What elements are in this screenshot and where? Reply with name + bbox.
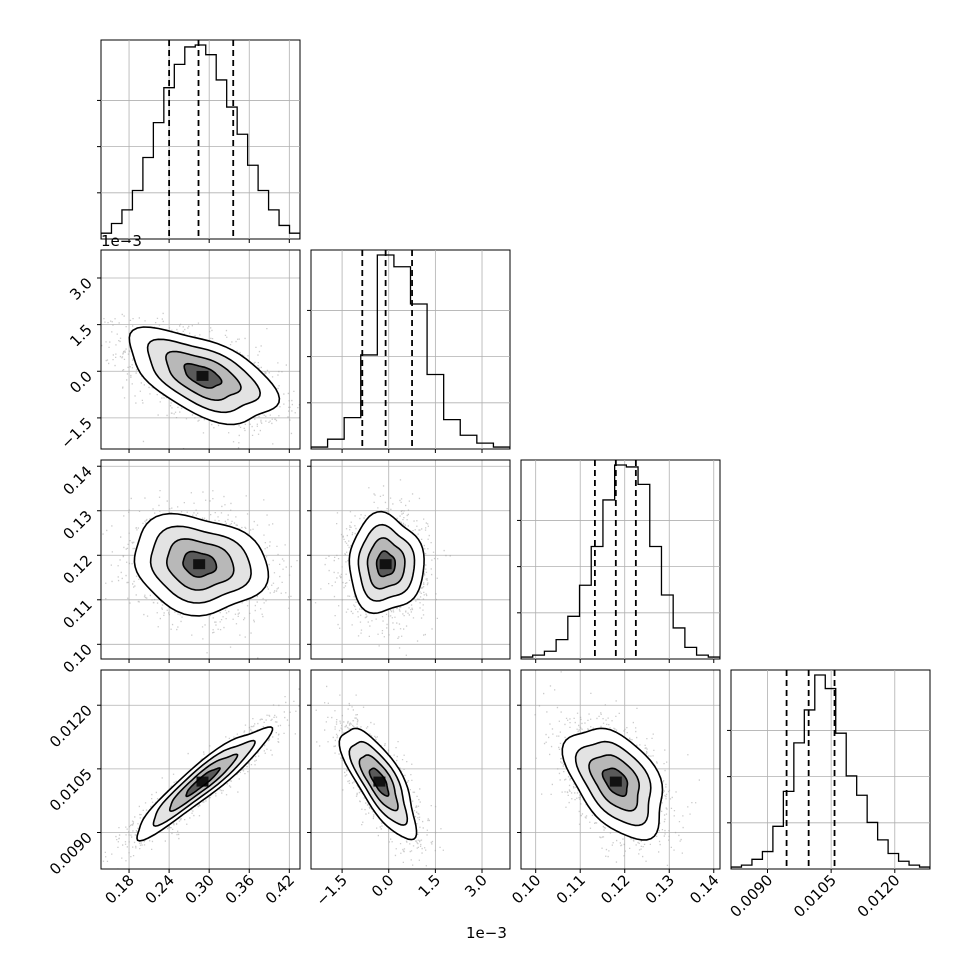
x-tick-label: −1.5 [312,871,350,909]
x-tick-label: 3.0 [461,871,491,901]
panel-frame [100,459,301,660]
y-tick-label: 0.13 [59,507,95,543]
y-tick-label: −1.5 [57,414,95,452]
histogram-panel-3 [727,669,931,873]
scatter-panel-0-1 [100,249,301,453]
scatter-area [101,460,300,659]
x-tick-label: 0.36 [222,871,258,907]
histogram-step [311,254,510,449]
contour-line [588,754,641,812]
y-tick-label: 0.14 [59,462,95,498]
contour-line [348,510,425,615]
contour-line [182,550,218,578]
contour-line [136,726,274,842]
y-tick-label: 0.11 [59,596,95,632]
y-tick-label: 0.10 [59,640,95,676]
contour-line [561,727,664,841]
y-tick-label: 0.0 [66,367,96,397]
panel-frame [310,459,511,660]
panel-frame [310,669,511,870]
scatter-area [521,670,720,869]
scatter-area [101,670,300,869]
x-tick-label: 0.0090 [726,871,776,921]
contour-line [338,727,418,841]
y-tick-label: 0.0090 [46,829,96,879]
panels-layer: −1.50.01.53.00.100.110.120.130.140.00900… [46,39,931,921]
scatter-panel-1-3 [307,669,511,873]
contour-line [133,512,270,617]
contour-line [165,350,242,402]
density-peak [609,776,622,787]
x-tick-label: 0.0105 [790,871,840,921]
contour-line [574,740,652,827]
scatter-area [101,250,300,449]
x-tick-label: 0.42 [262,871,298,907]
panel-frame [100,249,301,450]
x-tick-label: 1.5 [415,871,445,901]
offset-label-x: 1e−3 [466,924,507,942]
density-peak [193,559,206,570]
scatter-panel-0-3 [100,669,301,873]
contour-line [168,753,239,813]
x-tick-label: 0.11 [553,871,589,907]
panel-frame [730,669,931,870]
panel-frame [100,669,301,870]
contour-line [348,740,409,826]
x-tick-label: 0.0120 [854,871,904,921]
panel-frame [100,39,301,240]
y-tick-label: 1.5 [66,321,96,351]
contour-line [152,739,256,827]
panel-frame [520,459,721,660]
contour-line [601,767,629,797]
scatter-panel-1-2 [307,459,511,663]
density-peak [379,559,392,570]
histogram-step [521,464,720,659]
x-tick-label: 0.14 [686,871,722,907]
y-tick-label: 3.0 [66,274,96,304]
x-tick-label: 0.24 [142,871,178,907]
x-tick-label: 0.13 [642,871,678,907]
histogram-step [731,674,930,869]
x-tick-label: 0.12 [597,871,633,907]
contour-line [146,338,262,414]
contour-line [149,525,252,604]
scatter-area [311,670,510,869]
y-tick-label: 0.0105 [46,765,96,815]
histogram-panel-2 [517,459,721,663]
x-tick-label: 0.18 [102,871,138,907]
contour-line [366,537,406,590]
offset-label-y: 1e−3 [101,232,142,250]
histogram-panel-0 [97,39,301,243]
contour-line [185,767,221,798]
contour-line [128,326,281,426]
contour-line [183,362,223,389]
contour-line [165,538,235,591]
x-tick-label: 0.30 [182,871,218,907]
histogram-panel-1 [307,249,511,453]
density-peak [196,776,209,787]
x-tick-label: 0.10 [508,871,544,907]
contour-line [375,550,396,578]
panel-frame [520,669,721,870]
y-tick-label: 0.0120 [46,701,96,751]
scatter-panel-0-2 [100,459,301,663]
scatter-area [311,460,510,659]
y-tick-label: 0.12 [59,551,95,587]
contour-line [357,523,416,602]
contour-line [368,767,390,797]
scatter-panel-2-3 [517,669,721,873]
density-peak [373,776,386,787]
histogram-step [101,44,300,239]
density-peak [196,370,209,381]
x-tick-label: 0.0 [368,871,398,901]
contour-line [358,754,399,812]
